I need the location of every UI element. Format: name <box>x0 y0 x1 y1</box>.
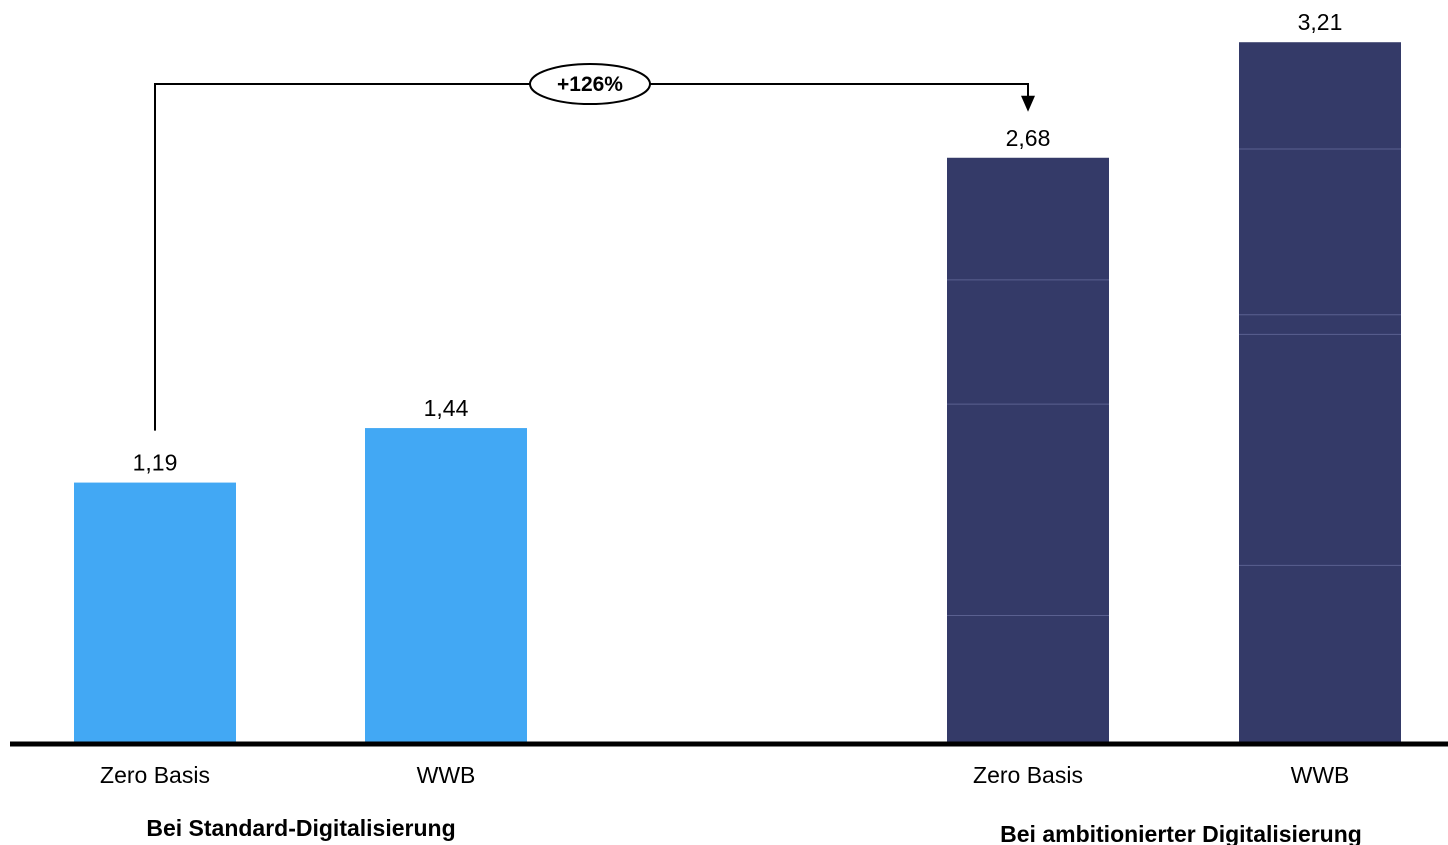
bar-4-category-label: WWB <box>1291 762 1350 788</box>
bar-2-category-label: WWB <box>417 762 476 788</box>
growth-arrow-line <box>154 83 1029 431</box>
bar-3-segment-3 <box>947 279 1109 405</box>
bar-4-segment-2 <box>1239 334 1401 566</box>
bar-4-value-label: 3,21 <box>1298 9 1343 35</box>
bar-1-value-label: 1,19 <box>133 450 178 476</box>
bar-2-segment-1 <box>365 428 527 742</box>
growth-badge-oval <box>529 63 651 105</box>
bar-4-segment-3 <box>1239 314 1401 335</box>
bar-1-segment-1 <box>74 482 236 742</box>
bar-4-segment-4 <box>1239 149 1401 315</box>
growth-badge-label: +126% <box>557 73 623 96</box>
bar-3-segment-2 <box>947 404 1109 616</box>
bar-3-segment-1 <box>947 615 1109 742</box>
labels-layer: 1,19 Zero Basis 1,44 WWB 2,68 Zero Basis 3,21 W… <box>100 9 1349 788</box>
bar-3-segment-4 <box>947 157 1109 280</box>
bar-2-value-label: 1,44 <box>424 395 469 421</box>
bar-3-category-label: Zero Basis <box>973 762 1083 788</box>
bar-4-segment-5 <box>1239 42 1401 150</box>
growth-annotation: +126% <box>154 63 1035 431</box>
bars-layer <box>74 42 1401 742</box>
group-label-standard: Bei Standard-Digitalisierung <box>146 815 455 841</box>
growth-arrow-head <box>1021 95 1035 112</box>
bar-4-segment-1 <box>1239 565 1401 742</box>
bar-3-value-label: 2,68 <box>1006 125 1051 151</box>
group-label-ambitioniert: Bei ambitionierter Digitalisierung <box>1000 821 1362 845</box>
bar-1-category-label: Zero Basis <box>100 762 210 788</box>
